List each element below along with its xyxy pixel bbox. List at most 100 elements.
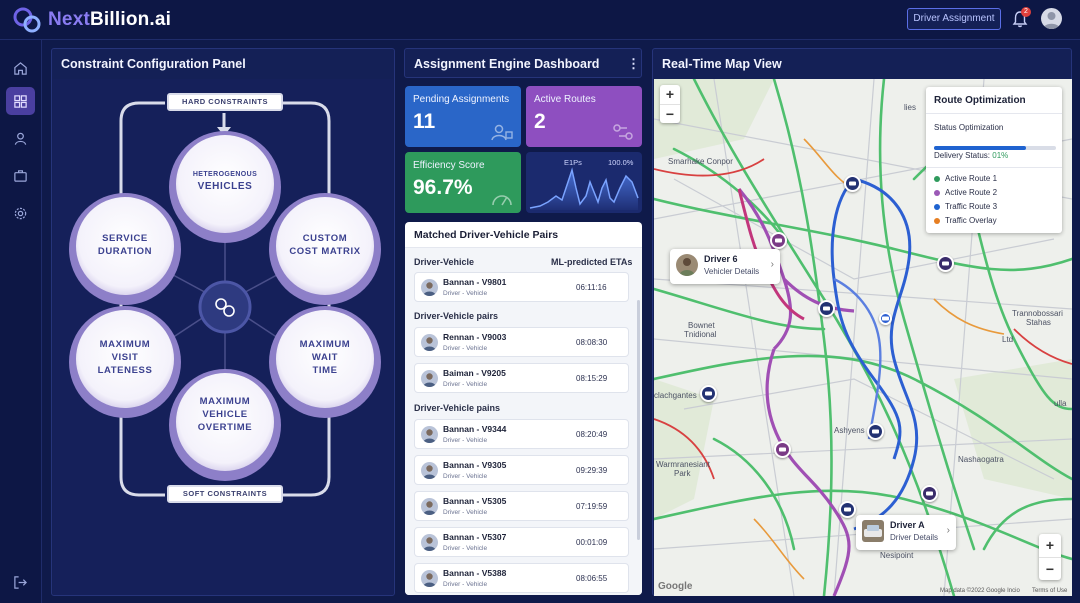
table-row[interactable]: Bannan - V9344 Driver - Vehicle 08:20:49 [414,419,629,449]
section-header: Driver-Vehicle [414,257,475,267]
logo[interactable]: NextBillion.ai [12,6,171,34]
legend-title: Route Optimization [934,95,1026,106]
stat-value: 11 [413,110,436,133]
sidebar-item-logout[interactable] [6,568,35,596]
driver-assignment-button[interactable]: Driver Assignment [907,8,1001,30]
constraint-service-duration[interactable]: SERVICE DURATION [76,232,174,258]
zoom-in-button[interactable]: + [1045,537,1055,553]
constraint-label-line: COST MATRIX [289,246,361,257]
stat-card-efficiency[interactable]: Efficiency Score 96.7% [405,152,521,213]
driver-callout[interactable]: Driver 6 Vehicler Details › [670,249,780,284]
map-attribution: Map data ©2022 Google Incio [940,588,1020,594]
vehicle-marker[interactable] [774,441,791,458]
constraint-maximum-visit-lateness[interactable]: MAXIMUM VISIT LATENESS [76,338,174,377]
soft-constraints-label: SOFT CONSTRAINTS [167,485,283,503]
constraint-label-line: MAXIMUM [199,396,251,407]
avatar [421,462,438,479]
stat-card-routes[interactable]: Active Routes 2 [526,86,642,147]
sidebar-item-home[interactable] [6,54,35,82]
sidebar-item-users[interactable] [6,124,35,152]
constraint-label-line: WAIT [311,352,339,363]
gauge-icon [492,195,512,206]
legend-item[interactable]: Active Route 1 [934,174,997,183]
status-optimization-label: Status Optimization [934,123,1004,132]
stat-value: 96.7% [413,176,473,199]
gear-icon [14,207,27,219]
zoom-out-button[interactable]: − [660,104,680,123]
stat-card-pending[interactable]: Pending Assignments 11 [405,86,521,147]
legend-dot [934,175,940,182]
route-optimization-legend: Route Optimization Status Optimization D… [926,87,1062,233]
legend-item-label: Traffic Route 3 [945,202,998,211]
mini-chart-label-left: E1Ps [564,158,582,167]
legend-dot [934,203,940,210]
user-avatar[interactable] [1041,8,1062,29]
table-row[interactable]: Bannan - V5307 Driver - Vehicle 00:01:09 [414,527,629,557]
constraint-maximum-vehicle-overtime[interactable]: MAXIMUM VEHICLE OVERTIME [176,395,274,434]
vehicle-marker[interactable] [921,485,938,502]
stat-label: Efficiency Score [413,160,485,171]
table-row[interactable]: Bannan - V5388 Driver - Vehicle 08:06:55 [414,563,629,593]
vehicle-marker[interactable] [818,300,835,317]
logo-text: NextBillion.ai [48,9,171,31]
car-icon [882,316,889,321]
constraint-diagram: HARD CONSTRAINTS SOFT CONSTRAINTS HETERO… [53,79,393,595]
avatar [421,498,438,515]
avatar [862,520,884,542]
constraint-heterogenous-vehicles[interactable]: HETEROGENOUS VEHICLES [176,171,274,192]
legend-item[interactable]: Traffic Route 3 [934,202,997,211]
map-zoom-control: + − [660,85,680,123]
place-label: lies [904,103,917,112]
table-row[interactable]: Bannan - V5305 Driver - Vehicle 07:19:59 [414,491,629,521]
sidebar-item-settings[interactable] [6,199,35,227]
zoom-in-button[interactable]: + [665,86,675,102]
row-name: Bannan - V9305 [443,460,507,470]
sidebar-item-dashboard[interactable] [6,87,35,115]
constraint-label-line: VEHICLE [202,409,248,420]
vehicle-marker[interactable] [700,385,717,402]
constraint-custom-cost-matrix[interactable]: CUSTOM COST MATRIX [276,232,374,258]
user-icon [14,132,27,145]
vehicle-marker[interactable] [844,175,861,192]
callout-driver-name: Driver 6 [704,254,738,264]
zoom-out-button[interactable]: − [1039,557,1061,580]
row-name: Rennan - V9003 [443,332,507,342]
constraint-maximum-wait-time[interactable]: MAXIMUM WAIT TIME [276,338,374,377]
vehicle-marker[interactable] [839,501,856,518]
legend-item-label: Traffic Overlay [945,216,997,225]
place-label: Smarhake Conpor [668,157,733,166]
table-row[interactable]: Bannan - V9305 Driver - Vehicle 09:29:39 [414,455,629,485]
sidebar-item-briefcase[interactable] [6,161,35,189]
terms-link[interactable]: Terms of Use [1032,588,1068,594]
section-header: Driver-Vehicle pairs [414,311,499,321]
legend-item[interactable]: Active Route 2 [934,188,997,197]
stat-card-mini-chart[interactable]: E1Ps 100.0% [526,152,642,213]
stat-label: Active Routes [534,94,596,105]
constraint-label-line: MAXIMUM [299,339,351,350]
table-row[interactable]: Bannan - V9801 Driver - Vehicle 06:11:16 [414,272,629,302]
divider [926,113,1062,114]
kebab-menu-icon[interactable]: ⋮ [627,56,640,71]
constraint-label-line: LATENESS [97,365,153,376]
car-icon [823,306,830,311]
vehicle-marker[interactable] [867,423,884,440]
vehicle-marker[interactable] [937,255,954,272]
scrollbar[interactable] [637,300,640,540]
logo-icon [13,7,41,33]
map-canvas[interactable]: Smarhake Conpor Bownet Tnidional Trannob… [654,79,1072,596]
stat-label: Pending Assignments [413,94,510,105]
vehicle-marker[interactable] [879,312,892,325]
table-row[interactable]: Baiman - V9205 Driver - Vehicle 08:15:29 [414,363,629,393]
map-roads [654,79,1072,596]
legend-item[interactable]: Traffic Overlay [934,216,997,225]
constraint-label-line: MAXIMUM [99,339,151,350]
constraint-label-line: SERVICE [102,233,148,244]
vehicle-marker[interactable] [770,232,787,249]
table-row[interactable]: Rennan - V9003 Driver - Vehicle 08:08:30 [414,327,629,357]
divider [405,247,642,248]
row-eta: 08:06:55 [576,574,608,583]
row-eta: 07:19:59 [576,502,608,511]
place-label: Ltd [1002,335,1014,344]
driver-callout[interactable]: Driver A Driver Details › [856,515,956,550]
row-sub: Driver - Vehicle [443,509,488,516]
